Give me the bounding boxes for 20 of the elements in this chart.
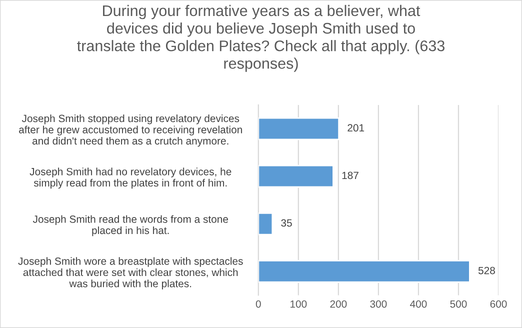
x-tick-label: 200 bbox=[330, 300, 347, 308]
data-label: 35 bbox=[281, 219, 292, 227]
bar bbox=[258, 164, 334, 188]
data-label: 187 bbox=[342, 172, 358, 180]
x-tick-label: 300 bbox=[370, 300, 387, 308]
x-tick-label: 600 bbox=[490, 300, 507, 308]
data-label: 201 bbox=[348, 124, 364, 132]
chart-title: During your formative years as a believer, what devices did you believe Joseph Smith used to translate the Golden Plates? Check all that apply. (633 responses) bbox=[77, 4, 444, 72]
x-tick-label: 400 bbox=[410, 300, 427, 308]
x-tick-label: 500 bbox=[450, 300, 467, 308]
y-tick-label: Joseph Smith stopped using revelatory devices after he grew accustomed to receiving revelation and didn't need them as a crutch anymore. bbox=[19, 114, 242, 147]
y-tick-label: Joseph Smith read the words from a stone placed in his hat. bbox=[32, 215, 228, 236]
x-tick-label: 100 bbox=[290, 300, 307, 308]
y-tick-label: Joseph Smith wore a breastplate with spectacles attached that were set with clear stones, which was buried with the plates. bbox=[18, 257, 243, 290]
y-tick-label: Joseph Smith had no revelatory devices, he simply read from the plates in front of him. bbox=[30, 168, 232, 189]
bar bbox=[258, 212, 274, 236]
bar bbox=[258, 260, 470, 283]
bar bbox=[258, 117, 340, 140]
data-label: 528 bbox=[478, 266, 495, 274]
x-tick-label: 0 bbox=[256, 300, 261, 308]
